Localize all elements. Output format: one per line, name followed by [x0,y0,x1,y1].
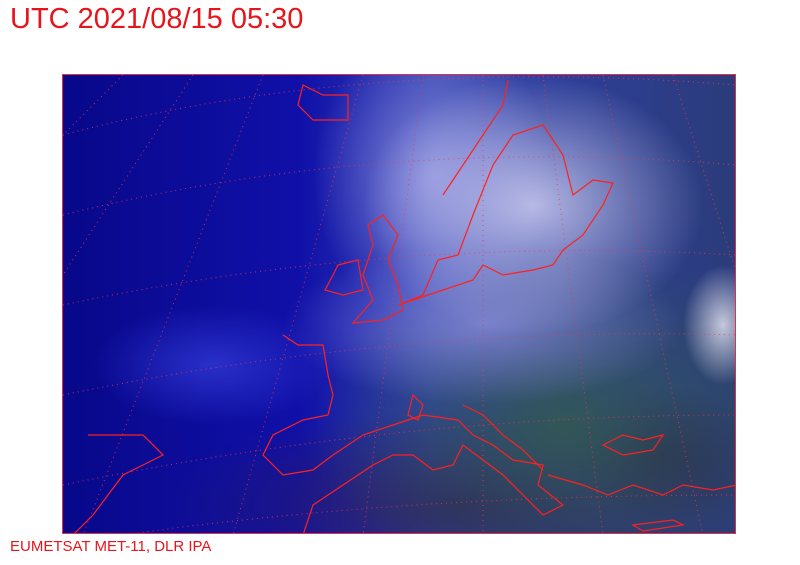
timestamp-title: UTC 2021/08/15 05:30 [10,3,304,35]
coastlines [74,79,735,533]
image-credit: EUMETSAT MET-11, DLR IPA [10,538,212,555]
map-overlay [63,75,735,533]
satellite-map [62,74,736,534]
graticule [63,75,735,533]
